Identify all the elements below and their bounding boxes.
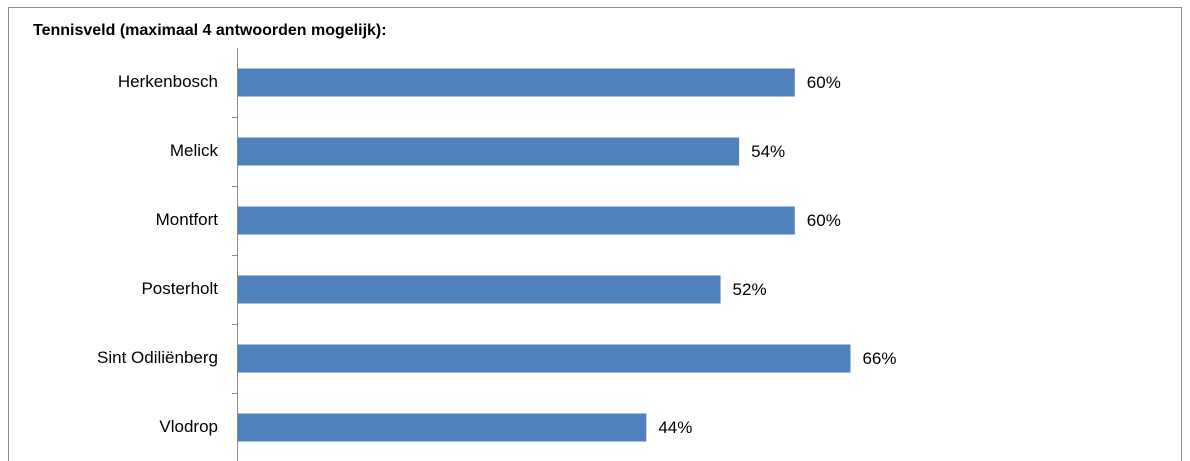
bar: [238, 206, 795, 235]
bar: [238, 413, 647, 442]
data-label: 60%: [807, 211, 841, 230]
y-tick-label: Sint Odiliënberg: [97, 348, 218, 367]
y-tick-label: Montfort: [156, 210, 219, 229]
data-label: 54%: [751, 142, 785, 161]
y-tick-label: Herkenbosch: [118, 72, 218, 91]
data-label: 52%: [733, 280, 767, 299]
data-label: 66%: [862, 349, 896, 368]
y-tick-label: Posterholt: [141, 279, 218, 298]
bar: [238, 137, 740, 166]
bar: [238, 68, 795, 97]
bar: [238, 275, 721, 304]
y-tick-label: Melick: [170, 141, 219, 160]
chart-title: Tennisveld (maximaal 4 antwoorden mogeli…: [33, 22, 387, 39]
data-label: 44%: [658, 418, 692, 437]
data-label: 60%: [807, 73, 841, 92]
bar: [238, 344, 851, 373]
y-tick-label: Vlodrop: [159, 417, 218, 436]
